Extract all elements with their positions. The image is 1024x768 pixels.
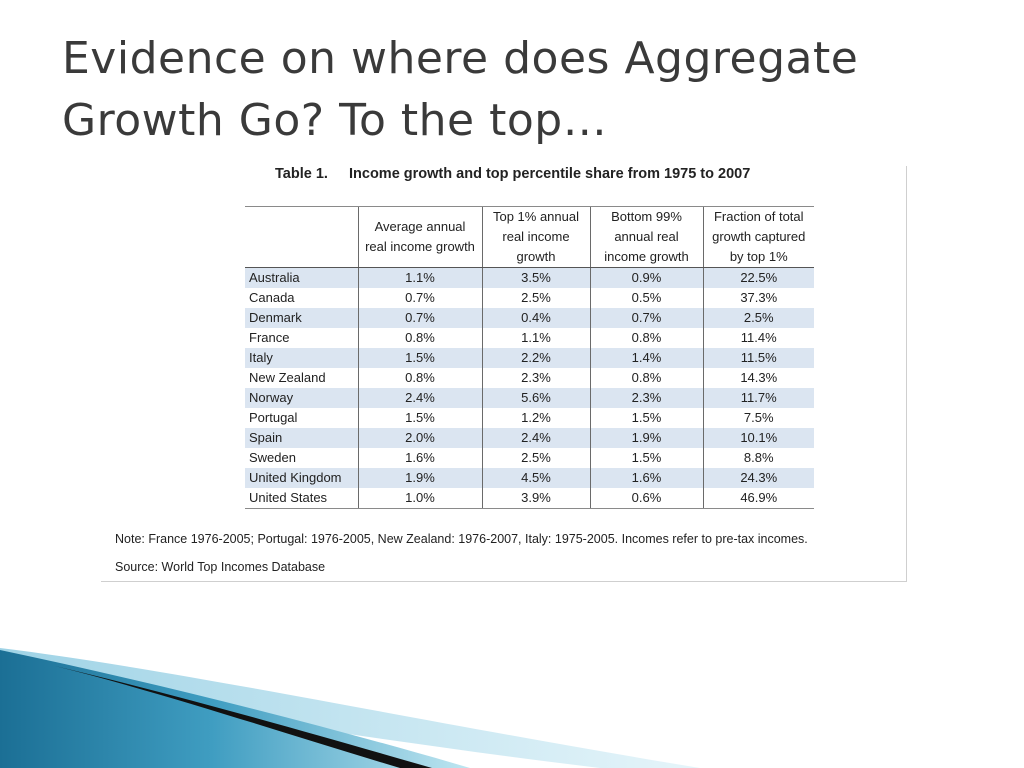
cell-avg: 1.5% bbox=[357, 408, 482, 428]
cell-country: Spain bbox=[245, 428, 358, 448]
cell-avg: 2.4% bbox=[357, 388, 482, 408]
cell-bottom99: 0.8% bbox=[589, 368, 703, 388]
cell-top1: 4.5% bbox=[481, 468, 590, 488]
cell-avg: 0.8% bbox=[357, 328, 482, 348]
table-row: Sweden 1.6% 2.5% 1.5% 8.8% bbox=[245, 448, 814, 468]
table-header-row: Average annual real income growth Top 1%… bbox=[245, 206, 814, 268]
cell-fraction: 24.3% bbox=[702, 468, 814, 488]
cell-fraction: 2.5% bbox=[702, 308, 814, 328]
table-row: United States 1.0% 3.9% 0.6% 46.9% bbox=[245, 488, 814, 509]
cell-fraction: 11.7% bbox=[702, 388, 814, 408]
cell-top1: 5.6% bbox=[481, 388, 590, 408]
cell-avg: 1.5% bbox=[357, 348, 482, 368]
cell-fraction: 7.5% bbox=[702, 408, 814, 428]
header-average-growth: Average annual real income growth bbox=[357, 206, 482, 268]
cell-fraction: 46.9% bbox=[702, 488, 814, 509]
cell-bottom99: 0.5% bbox=[589, 288, 703, 308]
table-row: Norway 2.4% 5.6% 2.3% 11.7% bbox=[245, 388, 814, 408]
cell-avg: 1.1% bbox=[357, 267, 482, 288]
cell-country: New Zealand bbox=[249, 370, 326, 385]
cell-bottom99: 0.6% bbox=[589, 488, 703, 509]
cell-country: United States bbox=[245, 488, 358, 509]
header-fraction-captured: Fraction of total growth captured by top… bbox=[702, 206, 814, 268]
cell-fraction: 11.4% bbox=[702, 328, 814, 348]
cell-fraction: 22.5% bbox=[702, 267, 814, 288]
cell-country: Norway bbox=[245, 388, 358, 408]
table-row: Denmark 0.7% 0.4% 0.7% 2.5% bbox=[245, 308, 814, 328]
cell-avg: 1.0% bbox=[357, 488, 482, 509]
cell-fraction: 8.8% bbox=[702, 448, 814, 468]
table-row: Spain 2.0% 2.4% 1.9% 10.1% bbox=[245, 428, 814, 448]
cell-avg: 1.6% bbox=[357, 448, 482, 468]
cell-country: Italy bbox=[245, 348, 358, 368]
cell-bottom99: 2.3% bbox=[589, 388, 703, 408]
cell-avg: 0.7% bbox=[357, 308, 482, 328]
cell-country: United Kingdom bbox=[245, 468, 358, 488]
cell-avg: 0.7% bbox=[357, 288, 482, 308]
cell-bottom99: 1.6% bbox=[589, 468, 703, 488]
table-row: United Kingdom 1.9% 4.5% 1.6% 24.3% bbox=[245, 468, 814, 488]
cell-country: Australia bbox=[245, 267, 358, 288]
cell-bottom99: 0.7% bbox=[589, 308, 703, 328]
cell-avg: 0.8% bbox=[357, 368, 482, 388]
cell-avg: 1.9% bbox=[357, 468, 482, 488]
cell-top1: 2.3% bbox=[481, 368, 590, 388]
cell-country: Denmark bbox=[245, 308, 358, 328]
cell-bottom99: 1.9% bbox=[589, 428, 703, 448]
table-caption-number: Table 1. bbox=[275, 166, 328, 182]
header-top1-growth: Top 1% annual real income growth bbox=[481, 206, 590, 268]
cell-top1: 3.9% bbox=[481, 488, 590, 509]
cell-top1: 2.4% bbox=[481, 428, 590, 448]
cell-top1: 2.2% bbox=[481, 348, 590, 368]
slide-title: Evidence on where does Aggregate Growth … bbox=[62, 28, 982, 152]
table-row: Canada 0.7% 2.5% 0.5% 37.3% bbox=[245, 288, 814, 308]
cell-country: France bbox=[249, 330, 290, 345]
cell-fraction: 10.1% bbox=[702, 428, 814, 448]
cell-country: Sweden bbox=[249, 450, 296, 465]
table-row: Australia 1.1% 3.5% 0.9% 22.5% bbox=[245, 267, 814, 288]
table-row: France 0.8% 1.1% 0.8% 11.4% bbox=[245, 328, 814, 348]
header-country bbox=[245, 206, 358, 268]
cell-fraction: 11.5% bbox=[702, 348, 814, 368]
table-figure: Table 1. Income growth and top percentile… bbox=[101, 166, 907, 582]
table-note: Note: France 1976-2005; Portugal: 1976-2… bbox=[115, 532, 808, 546]
cell-avg: 2.0% bbox=[357, 428, 482, 448]
table-row: New Zealand 0.8% 2.3% 0.8% 14.3% bbox=[245, 368, 814, 388]
cell-bottom99: 1.5% bbox=[589, 408, 703, 428]
cell-bottom99: 1.5% bbox=[589, 448, 703, 468]
decorative-swoosh bbox=[0, 648, 700, 768]
table-row: Italy 1.5% 2.2% 1.4% 11.5% bbox=[245, 348, 814, 368]
cell-top1: 1.1% bbox=[481, 328, 590, 348]
cell-top1: 2.5% bbox=[481, 448, 590, 468]
table-source: Source: World Top Incomes Database bbox=[115, 560, 326, 574]
header-bottom99-growth: Bottom 99% annual real income growth bbox=[589, 206, 703, 268]
title-line-2: Growth Go? To the top… bbox=[62, 95, 608, 146]
cell-fraction: 14.3% bbox=[702, 368, 814, 388]
swoosh-black-stroke bbox=[55, 666, 432, 768]
cell-bottom99: 1.4% bbox=[589, 348, 703, 368]
cell-country: Canada bbox=[249, 290, 295, 305]
swoosh-blue-band bbox=[0, 650, 470, 768]
cell-fraction: 37.3% bbox=[702, 288, 814, 308]
cell-bottom99: 0.9% bbox=[589, 267, 703, 288]
cell-country: Portugal bbox=[249, 410, 298, 425]
cell-top1: 1.2% bbox=[481, 408, 590, 428]
cell-top1: 2.5% bbox=[481, 288, 590, 308]
cell-top1: 3.5% bbox=[481, 267, 590, 288]
table-caption-text: Income growth and top percentile share f… bbox=[349, 166, 751, 182]
title-line-1: Evidence on where does Aggregate bbox=[62, 33, 859, 84]
income-growth-table: Average annual real income growth Top 1%… bbox=[245, 206, 814, 509]
swoosh-pale-band bbox=[0, 648, 700, 768]
table-caption: Table 1. Income growth and top percentile… bbox=[275, 166, 750, 182]
table-row: Portugal 1.5% 1.2% 1.5% 7.5% bbox=[245, 408, 814, 428]
cell-bottom99: 0.8% bbox=[589, 328, 703, 348]
cell-top1: 0.4% bbox=[481, 308, 590, 328]
